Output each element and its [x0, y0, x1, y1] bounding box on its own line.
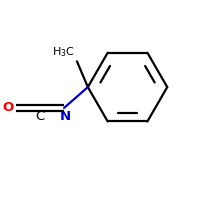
Text: O: O — [2, 101, 13, 114]
Text: C: C — [36, 110, 45, 123]
Text: H$_3$C: H$_3$C — [52, 46, 75, 59]
Text: N: N — [59, 110, 71, 123]
